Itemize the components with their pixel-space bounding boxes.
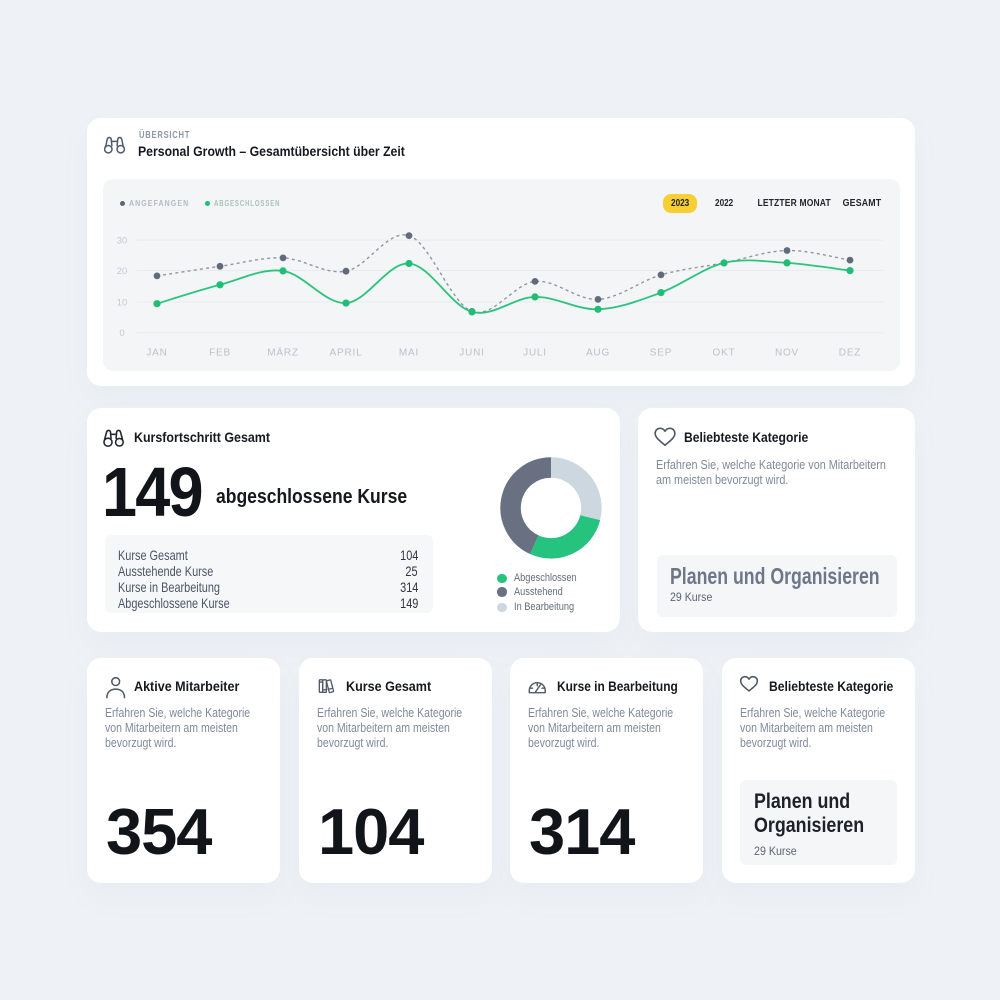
svg-text:MAI: MAI bbox=[399, 348, 419, 359]
svg-text:20: 20 bbox=[117, 266, 128, 277]
svg-text:30: 30 bbox=[117, 235, 128, 246]
svg-text:MÄRZ: MÄRZ bbox=[267, 347, 299, 359]
svg-text:JUNI: JUNI bbox=[459, 348, 484, 359]
svg-text:10: 10 bbox=[117, 297, 128, 308]
svg-text:DEZ: DEZ bbox=[839, 348, 861, 359]
svg-text:OKT: OKT bbox=[713, 348, 736, 359]
svg-text:AUG: AUG bbox=[586, 348, 610, 359]
svg-text:JULI: JULI bbox=[523, 348, 547, 359]
svg-text:SEP: SEP bbox=[650, 348, 672, 359]
svg-text:FEB: FEB bbox=[209, 348, 231, 359]
svg-text:JAN: JAN bbox=[146, 348, 167, 359]
svg-text:APRIL: APRIL bbox=[330, 348, 363, 359]
svg-text:NOV: NOV bbox=[775, 348, 799, 359]
svg-text:0: 0 bbox=[119, 328, 124, 339]
